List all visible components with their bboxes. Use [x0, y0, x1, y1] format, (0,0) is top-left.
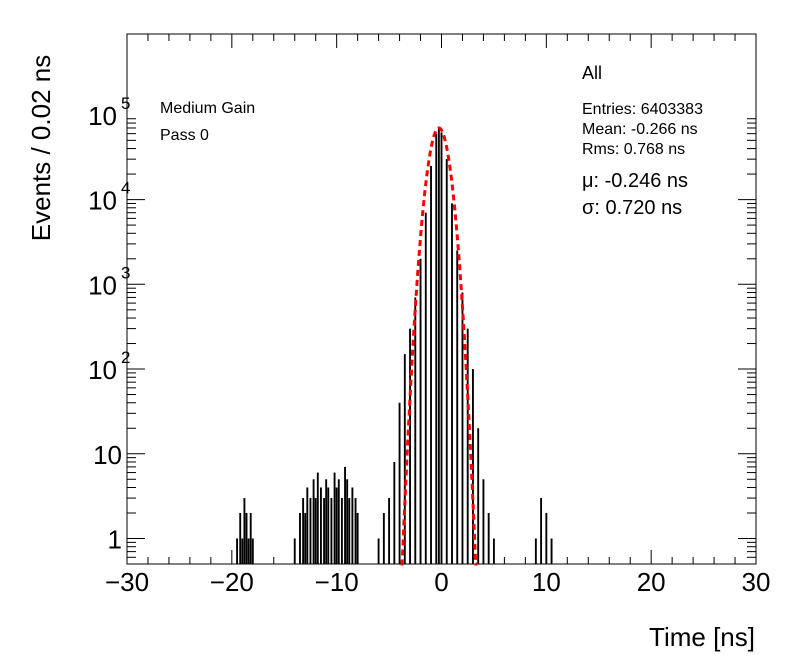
histogram-bin: [437, 127, 440, 565]
mean-stat: Mean: -0.266 ns: [582, 121, 698, 138]
pass-label: Pass 0: [160, 127, 209, 144]
histogram-series: [236, 127, 553, 565]
y-tick-label-exponent: 3: [121, 263, 130, 282]
histogram-bin: [239, 512, 242, 564]
histogram-bin: [550, 538, 553, 564]
histogram-bin: [304, 512, 307, 564]
histogram-bin: [466, 328, 469, 564]
x-ticks: −30 −20 −10 0 10 20 30: [105, 34, 771, 597]
histogram-bin: [419, 258, 422, 564]
histogram-bin: [377, 538, 380, 564]
x-tick-label: −10: [315, 567, 359, 597]
histogram-bin: [293, 538, 296, 564]
histogram-bin: [492, 538, 495, 564]
histogram-bin: [249, 512, 252, 564]
histogram-bin: [312, 479, 315, 564]
histogram-bin: [346, 479, 349, 564]
histogram-bin: [398, 402, 401, 564]
gaussian-fit-series: [400, 126, 478, 566]
y-tick-label: 10: [88, 355, 117, 385]
selection-label: All: [582, 63, 602, 83]
histogram-bin: [241, 538, 244, 564]
x-tick-label: 30: [742, 567, 771, 597]
entries-stat: Entries: 6403383: [582, 101, 703, 118]
y-tick-label-exponent: 4: [121, 179, 130, 198]
histogram-bin: [325, 479, 328, 564]
histogram-bin: [409, 328, 411, 564]
histogram-bin: [445, 159, 448, 564]
histogram-bin: [333, 472, 336, 564]
histogram-bin: [435, 133, 438, 564]
x-tick-label: −30: [105, 567, 149, 597]
histogram-bin: [403, 354, 406, 564]
x-tick-label: −20: [210, 567, 254, 597]
y-tick-label: 10: [88, 101, 117, 131]
histogram-bin: [323, 498, 326, 564]
rms-stat: Rms: 0.768 ns: [582, 141, 685, 158]
histogram-bin: [340, 498, 343, 564]
histogram-bin: [245, 512, 248, 564]
histogram-bin: [382, 512, 385, 564]
histogram-bin: [316, 472, 319, 564]
histogram-bin: [482, 479, 485, 564]
histogram-bin: [472, 369, 474, 564]
y-tick-label: 1: [108, 524, 122, 554]
y-tick-label: 10: [88, 270, 117, 300]
y-tick-label-exponent: 2: [121, 348, 130, 367]
histogram-bin: [456, 250, 459, 564]
histogram-bin: [306, 487, 309, 564]
histogram-bin: [545, 512, 548, 564]
histogram-bin: [337, 479, 340, 564]
y-tick-label: 10: [88, 186, 117, 216]
histogram-bin: [351, 487, 354, 564]
y-tick-label-exponent: 5: [121, 94, 130, 113]
histogram-bin: [344, 466, 346, 564]
histogram-bin: [477, 428, 480, 564]
histogram-bin: [330, 498, 333, 564]
x-tick-label: 0: [434, 567, 448, 597]
x-tick-label: 20: [637, 567, 666, 597]
histogram-bin: [414, 297, 417, 564]
x-axis-label: Time [ns]: [649, 622, 755, 652]
fit-curve: [400, 126, 478, 566]
histogram-bin: [540, 498, 543, 564]
histogram-bin: [309, 498, 312, 564]
histogram-bin: [348, 498, 351, 564]
x-tick-label: 10: [532, 567, 561, 597]
histogram-bin: [461, 292, 464, 564]
histogram-bin: [440, 132, 443, 565]
histogram-bin: [319, 487, 322, 564]
histogram-bin: [451, 203, 453, 565]
histogram-bin: [243, 498, 246, 564]
histogram-bin: [424, 212, 427, 564]
histogram-bin: [354, 498, 357, 564]
histogram-bin: [534, 538, 537, 564]
histogram-bin: [327, 487, 330, 564]
category-label: Medium Gain: [160, 100, 255, 117]
fit-sigma-stat: σ: 0.720 ns: [582, 197, 682, 219]
y-minor-ticks: [127, 118, 756, 565]
histogram-bin: [430, 165, 432, 564]
histogram-bin: [299, 512, 301, 564]
y-axis-label: Events / 0.02 ns: [26, 55, 56, 241]
histogram-bin: [487, 512, 490, 564]
histogram-bin: [247, 538, 250, 564]
histogram-bin: [251, 538, 254, 564]
histogram-bin: [302, 498, 305, 564]
histogram-bin: [388, 498, 391, 564]
histogram-bin: [356, 512, 359, 564]
histogram-bin: [393, 461, 396, 564]
fit-mu-stat: μ: -0.246 ns: [582, 170, 688, 192]
y-tick-label: 10: [93, 440, 122, 470]
histogram-bin: [335, 487, 338, 564]
histogram-bin: [236, 538, 239, 564]
histogram-bin: [314, 498, 317, 564]
